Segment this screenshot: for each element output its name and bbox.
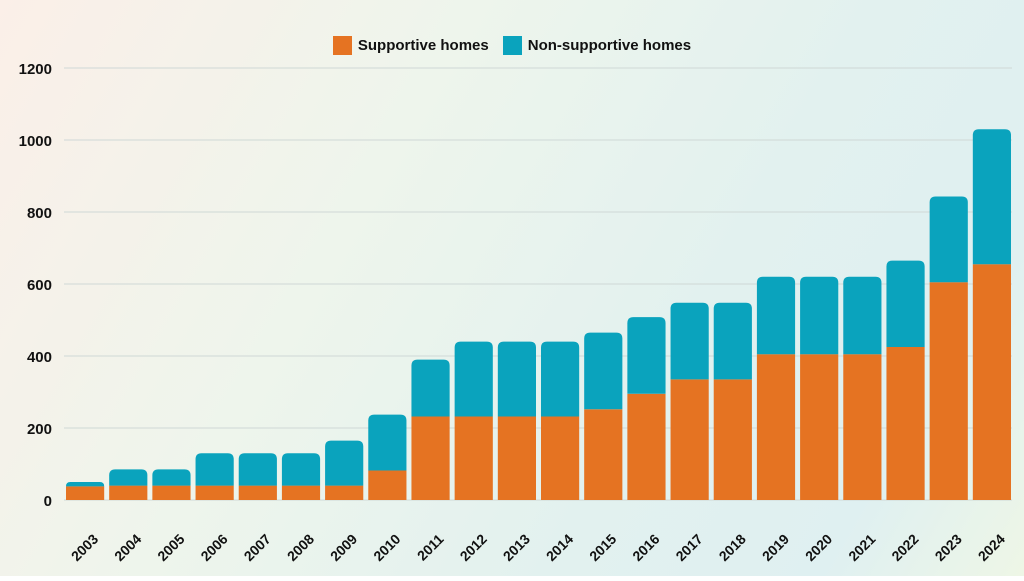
x-tick-label-2020: 2020 — [802, 531, 835, 564]
bar-non-supportive-2011 — [411, 359, 450, 417]
bar-non-supportive-2013 — [497, 341, 536, 417]
x-tick-label-2004: 2004 — [111, 531, 144, 564]
x-tick-label-2024: 2024 — [975, 531, 1008, 564]
legend-item-supportive: Supportive homes — [332, 36, 489, 55]
bar-supportive-2023 — [929, 282, 968, 500]
x-tick-label-2022: 2022 — [888, 531, 921, 564]
bar-supportive-2007 — [238, 485, 277, 500]
bar-non-supportive-2019 — [756, 276, 796, 355]
bar-non-supportive-2016 — [627, 317, 666, 394]
bar-non-supportive-2010 — [368, 414, 407, 471]
bar-non-supportive-2012 — [454, 341, 493, 417]
bar-non-supportive-2022 — [886, 260, 925, 347]
bar-non-supportive-2007 — [238, 453, 277, 486]
x-tick-label-2017: 2017 — [672, 531, 705, 564]
bar-non-supportive-2003 — [66, 482, 105, 487]
bar-non-supportive-2020 — [800, 276, 839, 355]
bar-supportive-2018 — [713, 379, 752, 500]
x-tick-label-2005: 2005 — [154, 531, 187, 564]
x-tick-label-2006: 2006 — [197, 531, 230, 564]
x-tick-label-2016: 2016 — [629, 531, 662, 564]
bar-supportive-2010 — [368, 470, 407, 500]
bar-supportive-2019 — [756, 354, 796, 500]
x-tick-label-2023: 2023 — [932, 531, 965, 564]
x-tick-label-2019: 2019 — [759, 531, 792, 564]
bar-supportive-2024 — [972, 264, 1011, 500]
y-tick-label-400: 400 — [27, 349, 52, 366]
bar-non-supportive-2015 — [584, 332, 623, 410]
bar-supportive-2012 — [454, 416, 493, 500]
bar-supportive-2022 — [886, 347, 925, 500]
y-tick-label-0: 0 — [44, 493, 52, 510]
bar-non-supportive-2009 — [325, 440, 364, 486]
legend-label-supportive: Supportive homes — [357, 37, 489, 54]
bar-supportive-2003 — [66, 486, 105, 500]
bar-non-supportive-2024 — [972, 129, 1011, 265]
legend-item-non-supportive: Non-supportive homes — [502, 36, 692, 55]
x-tick-label-2018: 2018 — [716, 531, 749, 564]
legend-label-non-supportive: Non-supportive homes — [527, 37, 692, 54]
bar-supportive-2004 — [109, 485, 148, 500]
x-tick-label-2007: 2007 — [241, 531, 274, 564]
bar-supportive-2011 — [411, 416, 450, 500]
bar-supportive-2021 — [843, 354, 882, 500]
bar-non-supportive-2004 — [109, 469, 148, 486]
x-tick-label-2009: 2009 — [327, 531, 360, 564]
bar-supportive-2005 — [152, 485, 191, 500]
bar-non-supportive-2008 — [281, 453, 321, 486]
x-tick-label-2008: 2008 — [284, 531, 317, 564]
bar-supportive-2014 — [541, 416, 580, 500]
y-tick-label-600: 600 — [27, 277, 52, 294]
bar-non-supportive-2014 — [541, 341, 580, 417]
y-tick-label-1000: 1000 — [19, 133, 52, 150]
bar-supportive-2017 — [670, 379, 709, 500]
bar-supportive-2009 — [325, 485, 364, 500]
bar-supportive-2013 — [497, 416, 536, 500]
bar-supportive-2015 — [584, 409, 623, 500]
x-tick-label-2003: 2003 — [68, 531, 101, 564]
y-tick-label-800: 800 — [27, 205, 52, 222]
x-tick-label-2010: 2010 — [370, 531, 403, 564]
bar-non-supportive-2005 — [152, 469, 191, 486]
y-tick-label-1200: 1200 — [19, 61, 52, 78]
x-tick-label-2014: 2014 — [543, 531, 576, 564]
x-tick-label-2011: 2011 — [414, 531, 447, 564]
x-tick-label-2021: 2021 — [845, 531, 878, 564]
legend-swatch-supportive — [332, 36, 352, 55]
bar-non-supportive-2006 — [195, 453, 234, 486]
y-tick-label-200: 200 — [27, 421, 52, 438]
bar-non-supportive-2023 — [929, 196, 968, 283]
bar-supportive-2008 — [281, 485, 321, 500]
legend: Supportive homes Non-supportive homes — [0, 36, 1024, 55]
bar-non-supportive-2018 — [713, 302, 752, 380]
bar-supportive-2016 — [627, 393, 666, 500]
bar-supportive-2006 — [195, 485, 234, 500]
bar-non-supportive-2021 — [843, 276, 882, 355]
x-tick-label-2012: 2012 — [457, 531, 490, 564]
x-tick-label-2015: 2015 — [586, 531, 619, 564]
bar-non-supportive-2017 — [670, 302, 709, 380]
bar-supportive-2020 — [800, 354, 839, 500]
legend-swatch-non-supportive — [502, 36, 522, 55]
x-tick-label-2013: 2013 — [500, 531, 533, 564]
